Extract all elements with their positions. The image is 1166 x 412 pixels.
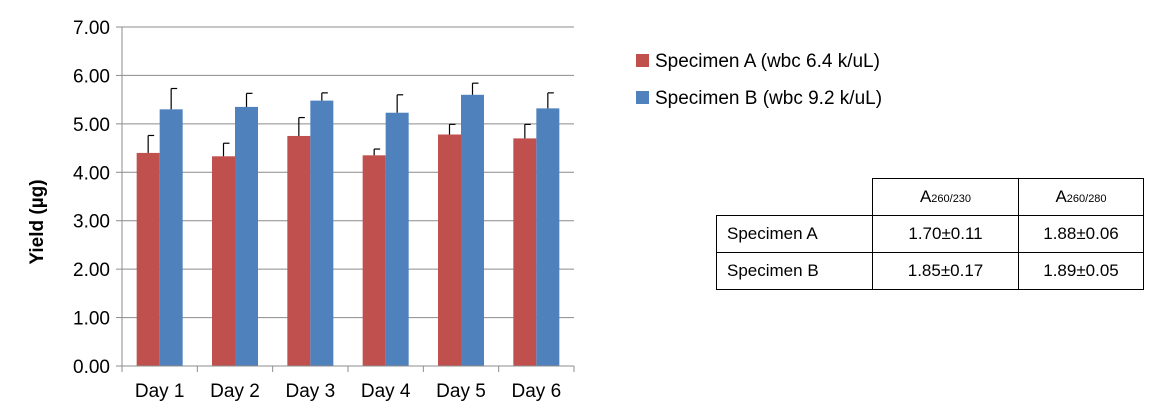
- bar: [461, 94, 484, 367]
- table-header-row: A260/230 A260/280: [716, 178, 1144, 216]
- cell-specimen-b-260-230: 1.85±0.17: [872, 252, 1019, 290]
- cell-specimen-a-260-230: 1.70±0.11: [872, 215, 1019, 253]
- legend-label: Specimen B (wbc 9.2 k/uL): [655, 88, 882, 109]
- x-tick-label: Day 2: [210, 381, 260, 402]
- legend-swatch: [636, 91, 649, 104]
- table-row: Specimen B 1.85±0.17 1.89±0.05: [716, 252, 1144, 290]
- axes: 0.00 1.00 2.00 3.00 4.00 5.00 6.00 7.00 Day 1 Day…: [73, 18, 575, 402]
- cell-specimen-b-260-280: 1.89±0.05: [1018, 252, 1144, 290]
- y-axis-title: Yield (µg): [27, 179, 48, 264]
- bar: [385, 112, 409, 367]
- x-tick-label: Day 3: [286, 381, 336, 402]
- x-tick-label: Day 6: [512, 381, 562, 402]
- y-tick-label: 5.00: [73, 115, 110, 136]
- bar: [287, 135, 311, 366]
- bar: [136, 152, 160, 366]
- x-tick-label: Day 4: [361, 381, 411, 402]
- y-tick-label: 1.00: [73, 309, 110, 330]
- x-tick-label: Day 1: [135, 381, 185, 402]
- bar: [513, 138, 537, 366]
- y-tick-label: 4.00: [73, 163, 110, 184]
- y-tick-label: 6.00: [73, 66, 110, 87]
- bars: [136, 82, 560, 367]
- legend-label: Specimen A (wbc 6.4 k/uL): [655, 51, 880, 72]
- bar: [310, 100, 334, 367]
- row-label-specimen-b: Specimen B: [716, 252, 873, 290]
- legend-swatch: [636, 54, 649, 67]
- absorbance-ratio-table: A260/230 A260/280 Specimen A 1.70±0.11 1…: [716, 178, 1144, 290]
- bar: [438, 134, 461, 366]
- row-label-specimen-a: Specimen A: [716, 215, 873, 253]
- y-tick-label: 2.00: [73, 260, 110, 281]
- table-corner-cell: [716, 178, 873, 216]
- header-a260-230: A260/230: [872, 178, 1019, 216]
- table-row: Specimen A 1.70±0.11 1.88±0.06: [716, 215, 1144, 253]
- bar: [235, 106, 258, 367]
- bar: [159, 109, 183, 366]
- y-tick-label: 7.00: [73, 18, 110, 39]
- y-tick-label: 0.00: [73, 357, 110, 378]
- bar: [536, 108, 560, 367]
- header-a260-280: A260/280: [1018, 178, 1144, 216]
- bar: [212, 156, 235, 366]
- cell-specimen-a-260-280: 1.88±0.06: [1018, 215, 1144, 253]
- x-tick-label: Day 5: [436, 381, 486, 402]
- gridlines: [122, 26, 574, 319]
- bar: [362, 155, 386, 366]
- y-tick-label: 3.00: [73, 212, 110, 233]
- legend: Specimen A (wbc 6.4 k/uL) Specimen B (wbc…: [636, 51, 882, 109]
